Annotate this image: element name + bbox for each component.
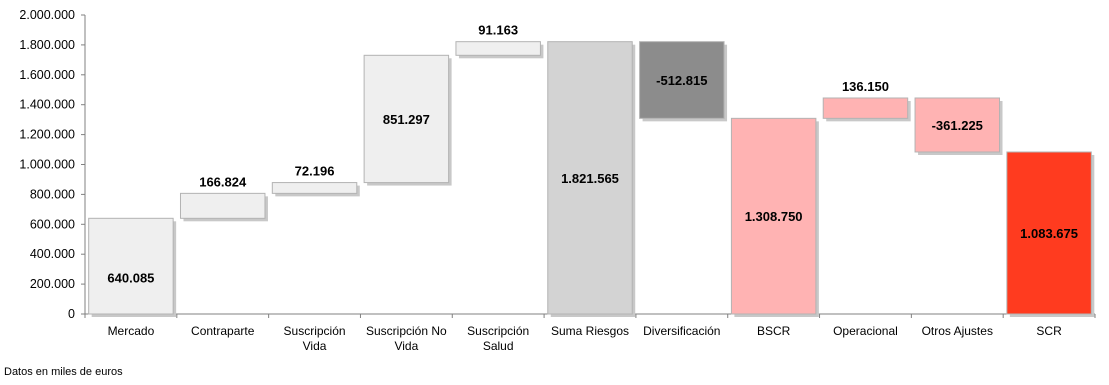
y-axis: 0 200.000 400.000 600.000 800.000 1.000.000 1.… bbox=[19, 8, 86, 321]
bar bbox=[547, 41, 633, 315]
category-labels: Mercado Contraparte SuscripciónVidaSuscrip… bbox=[108, 324, 1063, 353]
bar-value-label: 72.196 bbox=[295, 164, 335, 179]
y-tick-label: 600.000 bbox=[30, 217, 75, 231]
x-category-label: Otros Ajustes bbox=[922, 324, 993, 338]
bar bbox=[88, 217, 174, 315]
bar bbox=[1006, 151, 1092, 315]
footnote: Datos en miles de euros bbox=[4, 366, 123, 378]
y-tick-label: 2.000.000 bbox=[19, 8, 75, 22]
y-tick-label: 1.000.000 bbox=[19, 158, 75, 172]
y-tick-label: 1.800.000 bbox=[19, 38, 75, 52]
bar-value-label: -361.225 bbox=[932, 118, 983, 133]
bar bbox=[730, 117, 817, 315]
bar-value-label: 166.824 bbox=[199, 174, 247, 189]
bar bbox=[271, 182, 358, 194]
y-tick-label: 200.000 bbox=[30, 277, 75, 291]
x-category-label: Suma Riesgos bbox=[551, 324, 629, 338]
y-tick-label: 1.600.000 bbox=[19, 68, 75, 82]
x-category-label: SCR bbox=[1036, 324, 1062, 338]
bar-value-label: 136.150 bbox=[842, 79, 889, 94]
bar bbox=[914, 97, 1001, 153]
x-category-label: Vida bbox=[394, 339, 418, 353]
bar bbox=[363, 54, 450, 184]
y-tick-label: 800.000 bbox=[30, 187, 75, 201]
bars: 640.085 166.824 72.196 851.297 91.163 1.821.5… bbox=[88, 23, 1095, 318]
x-category-label: Diversificación bbox=[643, 324, 720, 338]
y-tick-label: 1.400.000 bbox=[19, 98, 75, 112]
bar bbox=[179, 192, 266, 219]
bar bbox=[822, 97, 909, 119]
x-category-label: Mercado bbox=[108, 324, 155, 338]
x-category-label: Suscripción bbox=[284, 324, 346, 338]
bar-value-label: 1.821.565 bbox=[561, 171, 619, 186]
x-category-label: BSCR bbox=[757, 324, 791, 338]
x-category-label: Salud bbox=[483, 339, 514, 353]
y-tick-label: 400.000 bbox=[30, 247, 75, 261]
bar-value-label: 1.083.675 bbox=[1020, 226, 1078, 241]
x-category-label: Vida bbox=[303, 339, 327, 353]
bar bbox=[639, 41, 725, 119]
y-tick-label: 1.200.000 bbox=[19, 128, 75, 142]
bar-value-label: 851.297 bbox=[383, 112, 430, 127]
x-category-label: Suscripción No bbox=[366, 324, 447, 338]
bar-value-label: 640.085 bbox=[107, 271, 154, 286]
bar-value-label: 91.163 bbox=[478, 23, 518, 38]
x-category-label: Suscripción bbox=[467, 324, 529, 338]
bar-value-label: -512.815 bbox=[656, 73, 707, 88]
bar bbox=[455, 41, 541, 56]
bar-value-label: 1.308.750 bbox=[745, 209, 803, 224]
y-tick-label: 0 bbox=[68, 307, 75, 321]
x-category-label: Operacional bbox=[833, 324, 898, 338]
x-category-label: Contraparte bbox=[191, 324, 255, 338]
